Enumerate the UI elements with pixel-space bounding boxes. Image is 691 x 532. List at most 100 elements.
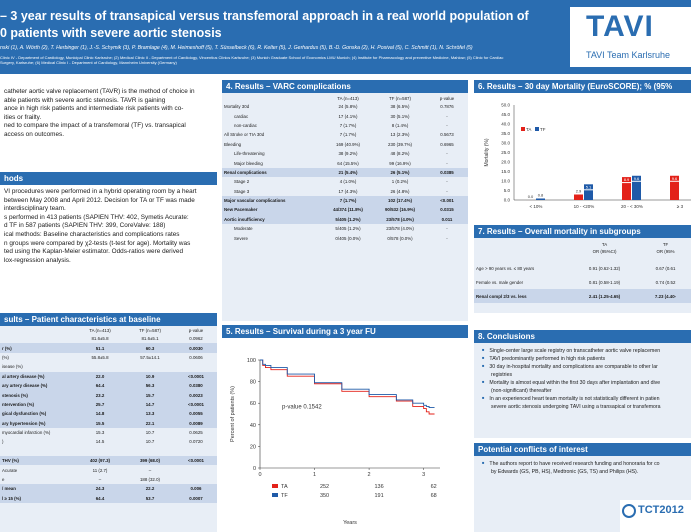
table-cell: 0.0625 — [189, 430, 203, 436]
y-tick-label: 30.0 — [501, 141, 510, 146]
table-cell — [175, 475, 217, 484]
list-item: Mortality is almost equal within the fir… — [482, 379, 687, 387]
affiliation-line2: Surgery, Karlsruhe; (6) Medical Clinic I… — [0, 60, 177, 65]
intro-line: access on outcomes. — [4, 130, 65, 138]
table-cell: - — [446, 151, 448, 157]
conflicts-list: The authors report to have received rese… — [474, 456, 691, 480]
table-cell: myocardial infarction (%) — [2, 430, 51, 436]
table-cell: (%) — [2, 354, 9, 360]
table-cell: Life-threatening — [234, 151, 265, 157]
table-cell: 14.7 — [125, 399, 175, 410]
table-cell: 0.0380 — [175, 380, 217, 391]
bar-ta — [670, 181, 679, 200]
table-cell: 13.3 — [125, 409, 175, 419]
data-label: 9.6 — [672, 176, 678, 181]
table-header-cell: TF (n=587) — [139, 328, 161, 333]
table-cell — [75, 362, 125, 371]
methods-line: d TF in 587 patients (SAPIEN THV: 399, C… — [4, 222, 166, 230]
legend-swatch-ta — [521, 127, 525, 131]
table-cell: 0.0606 — [189, 354, 203, 360]
table-cell: 7 (1.7%) — [322, 195, 374, 206]
poster-header: – 3 year results of transapical versus t… — [0, 0, 691, 74]
intro-section: catheter aortic valve replacement (TAVR)… — [0, 88, 217, 140]
table-cell: 0.91 (0.62-1.32) — [588, 265, 621, 271]
legend-label: TF — [540, 127, 546, 132]
table-cell: 17 (4.3%) — [338, 188, 358, 194]
data-label: 9.6 — [634, 176, 640, 181]
table-cell: - — [446, 226, 448, 232]
table-cell: 10.7 — [145, 430, 155, 436]
tavi-logo-subtitle: TAVI Team Karlsruhe — [586, 50, 671, 60]
table-row: Severe 0/405 (0.0%) 0/578 (0.0%) - — [222, 233, 468, 242]
x-tick-label: 20 - < 30% — [621, 204, 643, 209]
y-tick-label: 50.0 — [501, 103, 510, 108]
methods-line: between May 2008 and April 2012. Decisio… — [4, 196, 195, 204]
table-cell: 11 (2.7) — [92, 467, 108, 473]
table-header-cell: TA (n=413) — [337, 96, 359, 101]
affiliations: Clinic IV - Department of Cardiology, Mu… — [0, 55, 565, 65]
table-cell: 81.6±5.8 — [91, 336, 109, 342]
table-cell: 64 (15.5%) — [337, 160, 359, 166]
data-label-bg — [632, 175, 641, 181]
table-header-cell: OR (95% — [656, 249, 675, 254]
table-cell: 0.0962 — [189, 336, 203, 342]
table-cell: THV (%) — [0, 456, 75, 466]
x-tick-label: 1 — [313, 472, 316, 478]
table-cell: New Pacemaker — [222, 205, 322, 215]
table-cell: 44/374 (11.8%) — [322, 205, 374, 215]
x-tick-label: 0 — [258, 472, 261, 478]
data-label: 2.9 — [576, 188, 582, 193]
table-cell: - — [446, 122, 448, 128]
table-row: gical dysfunction (%) 14.8 13.3 0.0055 — [0, 409, 217, 419]
conclusions-header: 8. Conclusions — [474, 330, 691, 343]
table-cell — [0, 334, 75, 343]
methods-line: interdisciplinary team. — [4, 205, 66, 213]
table-cell: - — [446, 160, 448, 166]
table-cell: 25.7 — [75, 399, 125, 410]
tavi-logo-text: TAVI — [586, 10, 654, 43]
table-cell: <0.0001 — [175, 399, 217, 410]
table-cell: 21 (5.4%) — [322, 167, 374, 178]
table-cell: isease (%) — [2, 364, 23, 370]
table-row: 81.6±5.8 81.6±5.1 0.0962 — [0, 334, 217, 343]
table-cell: ) — [2, 439, 4, 445]
methods-line: ical methods: Baseline characteristics a… — [4, 230, 180, 238]
legend-swatch-ta — [272, 484, 278, 488]
y-tick-label: 10.0 — [501, 179, 510, 184]
methods-line: ted using the Kaplan-Meier estimator. Od… — [4, 248, 184, 256]
table-cell: 30 (5.1%) — [390, 113, 410, 119]
varc-table: TA (n=413) TF (n=587) p-value Mortality 30d… — [222, 95, 468, 243]
table-cell: 24.3 — [75, 484, 125, 494]
y-tick-label: 25.0 — [501, 150, 510, 155]
table-cell: 13 (2.3%) — [390, 132, 410, 138]
table-cell: 0.006 — [175, 484, 217, 494]
y-tick-label: 100 — [247, 358, 256, 364]
x-tick-label: < 10% — [530, 204, 543, 209]
x-axis-label: Years — [343, 520, 357, 526]
conflicts-header: Potential conflicts of interest — [474, 443, 691, 456]
table-cell: 22.0 — [75, 371, 125, 381]
table-row: THV (%) 402 (97.3) 399 (68.0) <0.0001 — [0, 456, 217, 466]
list-item: TAVI predominantly performed in high ris… — [482, 355, 687, 363]
list-item: severe aortic stenosis undergoing TAVI u… — [491, 404, 661, 410]
conclusions-list: Single-center large scale registry on tr… — [474, 343, 691, 415]
table-cell: 64.4 — [75, 493, 125, 504]
table-cell: Bleeding — [224, 141, 242, 147]
table-cell: 26 (5.1%) — [374, 167, 426, 178]
x-tick-label: 2 — [368, 472, 371, 478]
table-cell: 14.5 — [95, 439, 105, 445]
table-cell: Acurate — [2, 467, 18, 473]
survival-section: 5. Results – Survival during a 3 year FU… — [222, 325, 468, 532]
legend-swatch-tf — [535, 127, 539, 131]
intro-line: catheter aortic valve replacement (TAVR)… — [4, 88, 195, 95]
tct-logo: TCT2012 — [620, 500, 691, 532]
data-label: 8.9 — [624, 177, 630, 182]
table-cell: Severe — [234, 235, 248, 241]
baseline-section: sults – Patient characteristics at basel… — [0, 313, 217, 532]
y-tick-label: 15.0 — [501, 169, 510, 174]
table-cell: 102 (17.4%) — [374, 195, 426, 206]
table-cell: 38 (9.2%) — [338, 151, 358, 157]
table-cell: 15.5 — [75, 418, 125, 428]
table-cell: 26 (4.8%) — [390, 188, 410, 194]
table-cell: Female vs. male gender — [476, 279, 524, 285]
